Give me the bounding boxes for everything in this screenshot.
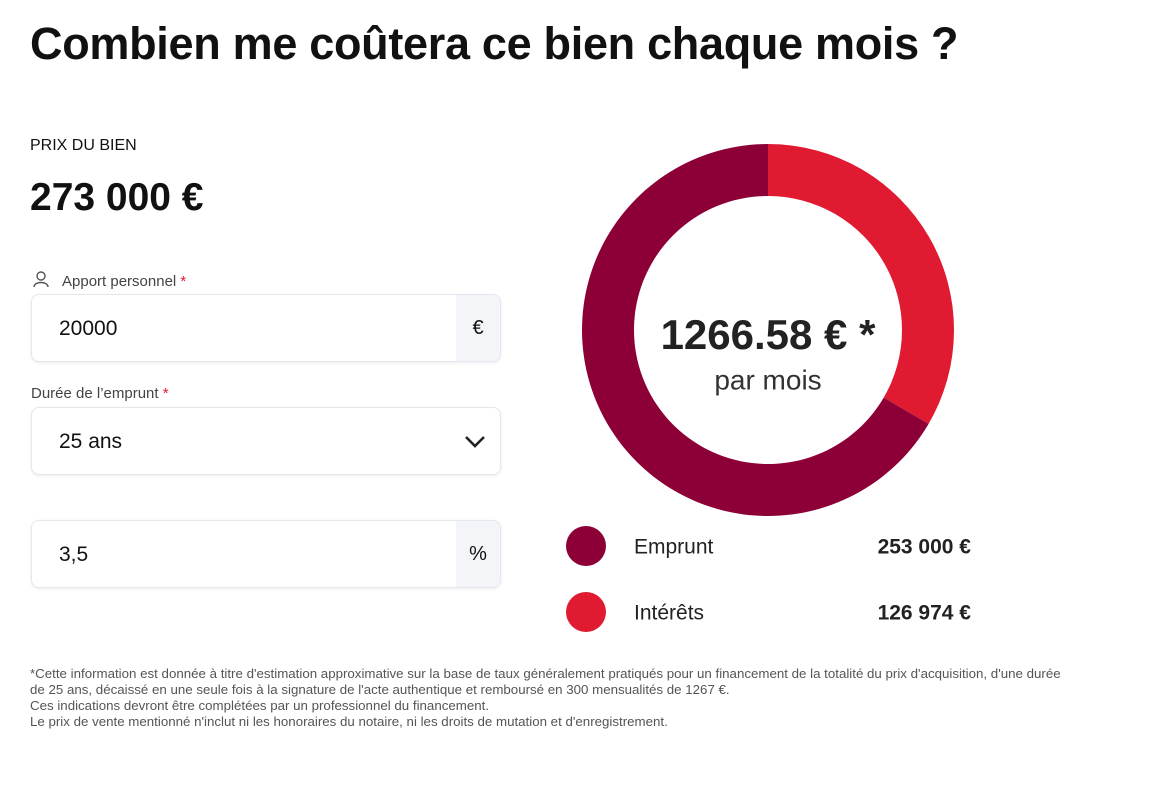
input-value: 20000 <box>59 317 118 340</box>
user-icon <box>33 271 49 288</box>
price-label: PRIX DU BIEN <box>30 137 137 154</box>
price-value: 273 000 € <box>30 176 204 219</box>
select-duree[interactable]: 25 ans <box>31 407 501 475</box>
footnote-line: Ces indications devront être complétées … <box>30 698 490 713</box>
footnote-line: Le prix de vente mentionné n'inclut ni l… <box>30 714 668 729</box>
input-apport[interactable]: 20000 € <box>31 294 501 362</box>
legend-swatch <box>566 592 606 632</box>
input-suffix: % <box>456 521 500 587</box>
legend-label: Intérêts <box>634 602 704 625</box>
footnote: *Cette information est donnée à titre d'… <box>30 666 1061 730</box>
input-value: 3,5 <box>59 543 89 566</box>
legend-value: 126 974 € <box>878 602 972 625</box>
select-value: 25 ans <box>59 430 123 453</box>
footnote-line: de 25 ans, décaissé en une seule fois à … <box>30 682 730 697</box>
footnote-line: *Cette information est donnée à titre d'… <box>30 666 1061 681</box>
chart: 126 974 € Intérêts 253 000 € Emprunt 1266.5… <box>566 144 972 632</box>
required-mark: * <box>162 385 169 402</box>
label-text: Apport personnel <box>62 273 177 290</box>
input-taux[interactable]: 3,5 % <box>31 520 501 588</box>
required-mark: * <box>180 273 187 290</box>
chevron-icon <box>465 436 485 448</box>
field-label: Apport personnel * <box>62 273 186 290</box>
legend-label: Emprunt <box>634 536 714 559</box>
legend-swatch <box>566 526 606 566</box>
donut-segment <box>582 144 929 516</box>
page-title: Combien me coûtera ce bien chaque mois ? <box>30 18 959 69</box>
donut-segment <box>768 144 954 424</box>
center-sublabel: par mois <box>714 364 821 395</box>
label-text: Durée de l’emprunt <box>31 385 159 402</box>
legend-value: 253 000 € <box>878 536 972 559</box>
field-label: Durée de l’emprunt * <box>31 385 169 402</box>
center-label: 1266.58 € * <box>661 311 877 358</box>
input-suffix: € <box>456 295 500 361</box>
